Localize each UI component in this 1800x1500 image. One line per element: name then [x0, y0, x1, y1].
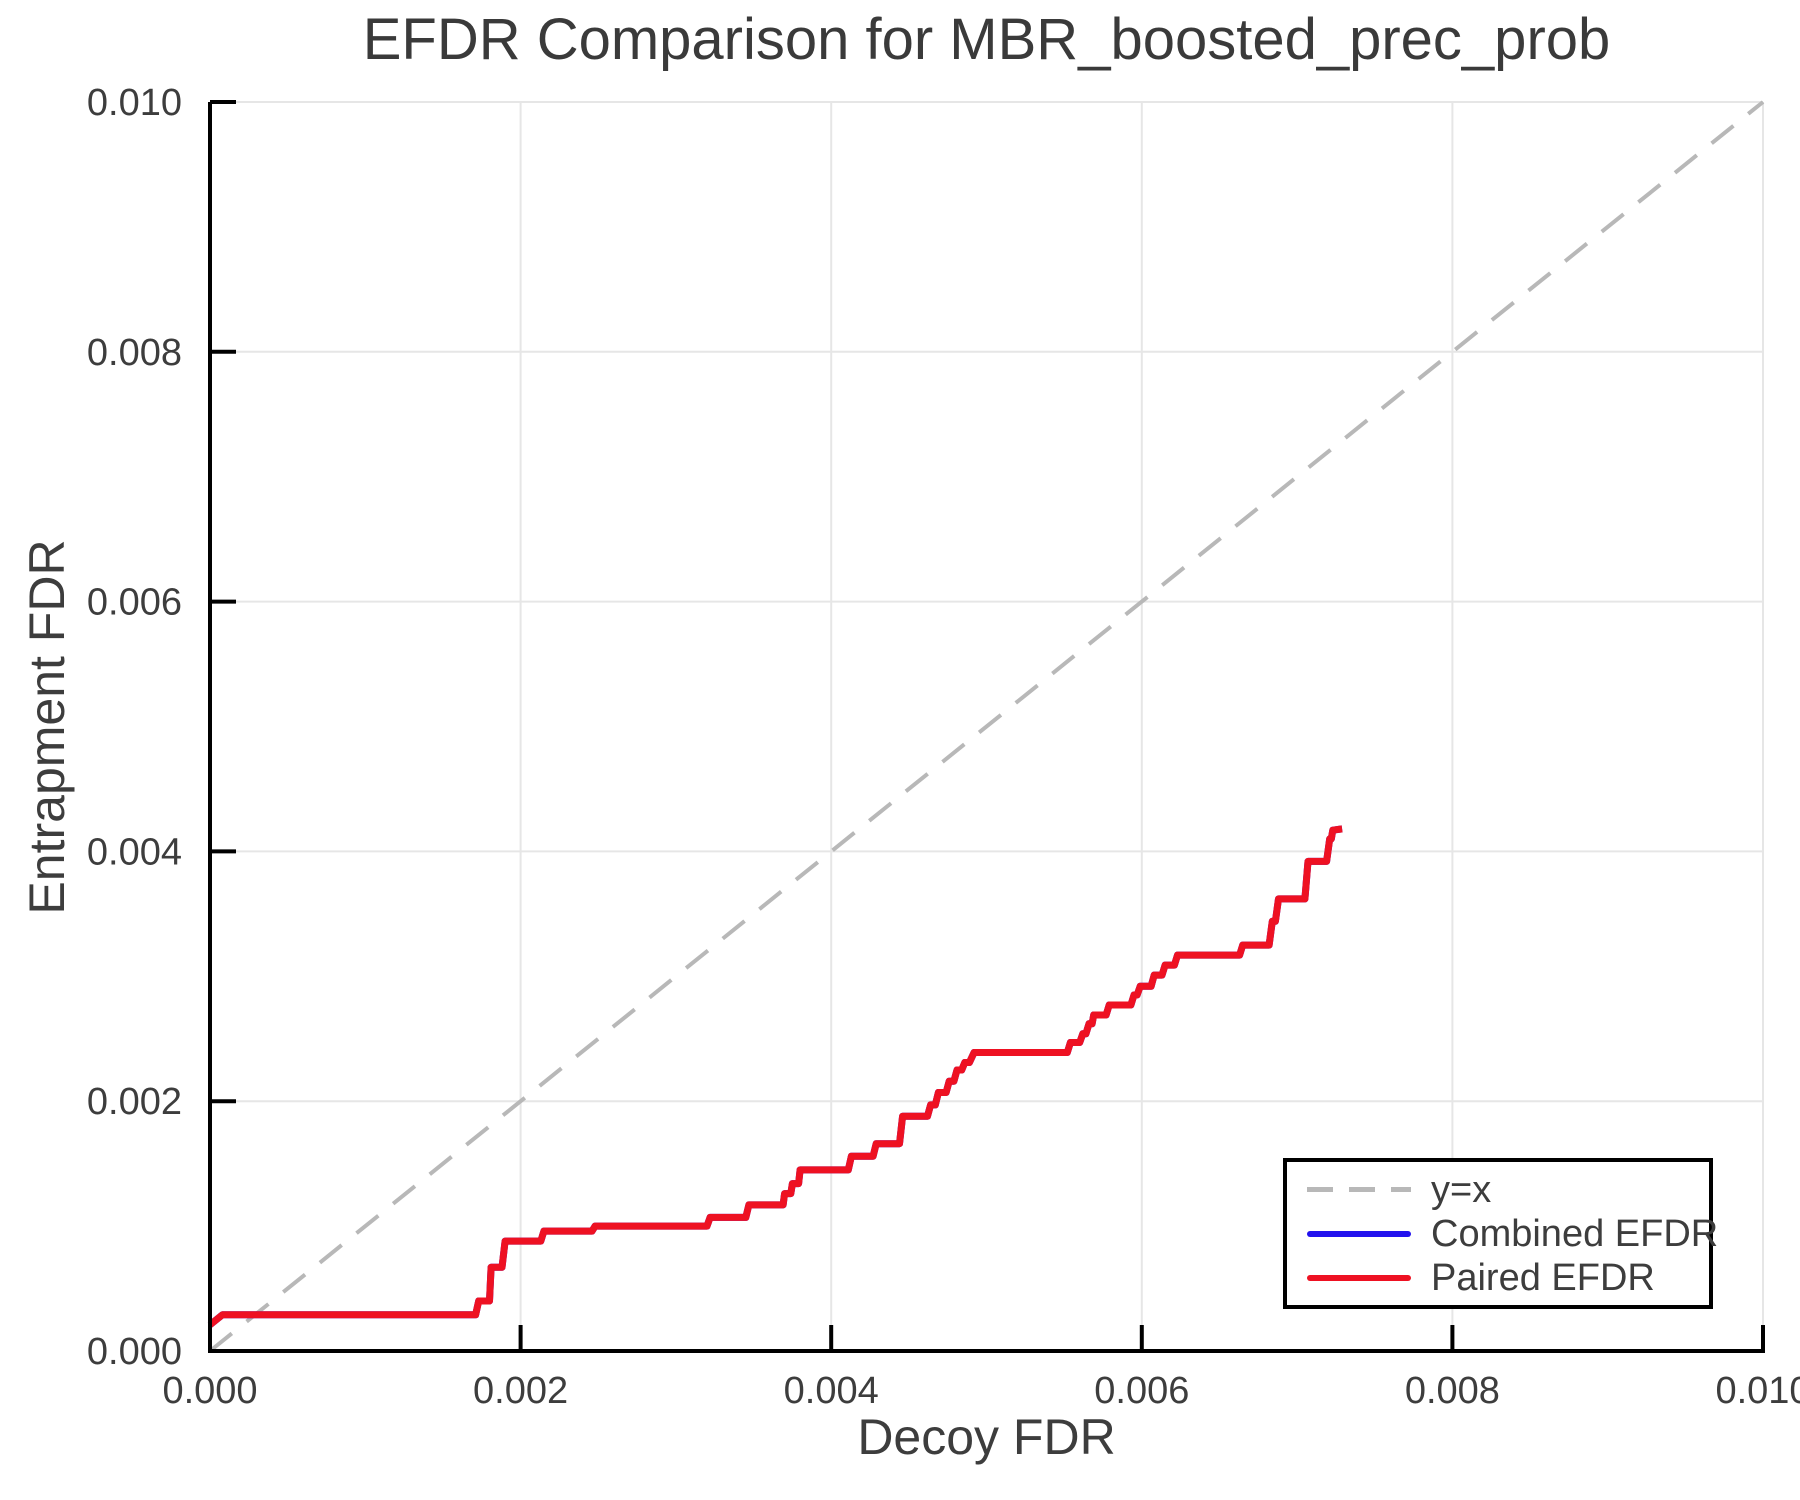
- data-series: [207, 100, 1765, 1353]
- axes: [208, 100, 1765, 1353]
- x-tick-label: 0.008: [1405, 1370, 1500, 1412]
- y-tick-label: 0.008: [87, 332, 182, 374]
- legend-label-combined: Combined EFDR: [1431, 1212, 1719, 1255]
- legend-row-identity: y=x: [1307, 1170, 1709, 1210]
- x-tick-label: 0.004: [784, 1370, 879, 1412]
- y-tick-label: 0.004: [87, 831, 182, 873]
- y-tick-label: 0.006: [87, 582, 182, 624]
- combined-efdr-swatch: [1307, 1230, 1411, 1237]
- gridlines: [210, 101, 1764, 1351]
- x-axis-label: Decoy FDR: [857, 1409, 1116, 1465]
- y-tick-label: 0.010: [87, 82, 182, 124]
- legend-label-identity: y=x: [1431, 1168, 1492, 1211]
- y-axis-label: Entrapment FDR: [19, 539, 75, 915]
- tick-labels: 0.000 0.002 0.004 0.006 0.008 0.010 0.000 0.002…: [87, 82, 1800, 1412]
- x-tick-label: 0.010: [1715, 1370, 1800, 1412]
- chart-title: EFDR Comparison for MBR_boosted_prec_pro…: [362, 7, 1611, 72]
- series-line-y-x: [208, 100, 1765, 1353]
- identity-line-swatch: [1307, 1187, 1411, 1192]
- legend: y=x Combined EFDR Paired EFDR: [1283, 1158, 1718, 1309]
- series-line-paired-efdr: [207, 825, 1343, 1328]
- legend-label-paired: Paired EFDR: [1431, 1256, 1655, 1299]
- y-tick-label: 0.002: [87, 1081, 182, 1123]
- x-tick-label: 0.000: [162, 1370, 257, 1412]
- x-tick-label: 0.002: [473, 1370, 568, 1412]
- legend-row-paired: Paired EFDR: [1307, 1258, 1709, 1298]
- legend-row-combined: Combined EFDR: [1307, 1214, 1718, 1254]
- y-tick-label: 0.000: [87, 1331, 182, 1373]
- x-tick-label: 0.006: [1094, 1370, 1189, 1412]
- series-line-combined-efdr: [207, 825, 1343, 1328]
- paired-efdr-swatch: [1307, 1274, 1411, 1281]
